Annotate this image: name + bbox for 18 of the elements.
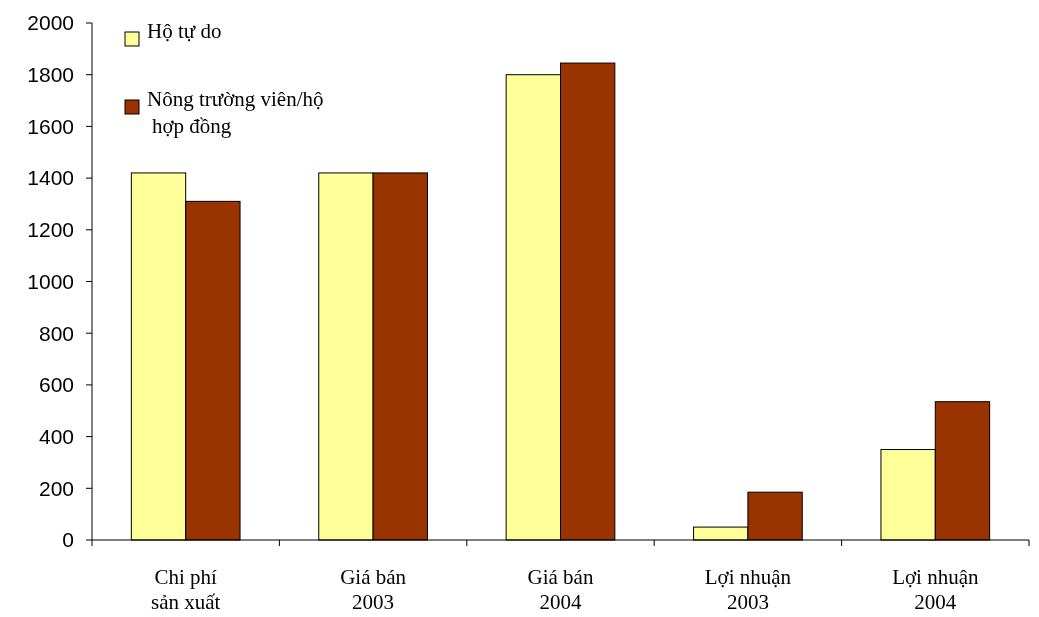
- y-tick-label: 2000: [27, 11, 74, 35]
- y-tick-label: 1800: [27, 63, 74, 87]
- y-tick-label: 1200: [27, 218, 74, 242]
- y-tick-label: 1400: [27, 166, 74, 190]
- legend-label: Nông trường viên/hộ hợp đồng: [147, 87, 324, 138]
- x-tick-label: Lợi nhuận 2003: [704, 565, 792, 614]
- y-tick-label: 1000: [27, 269, 74, 293]
- x-tick-label: Chi phí sản xuất: [151, 565, 221, 614]
- y-tick-label: 1600: [27, 114, 74, 138]
- y-tick-label: 800: [38, 321, 74, 345]
- y-tick-label: 600: [38, 373, 74, 397]
- y-tick-label: 200: [38, 476, 74, 500]
- legend-label: Hộ tự do: [147, 19, 222, 43]
- x-tick-label: Lợi nhuận 2004: [892, 565, 979, 614]
- x-tick-label: Giá bán 2003: [340, 565, 407, 614]
- x-tick-label: Giá bán 2004: [527, 565, 594, 614]
- y-tick-label: 400: [38, 424, 74, 448]
- y-tick-label: 0: [62, 528, 74, 552]
